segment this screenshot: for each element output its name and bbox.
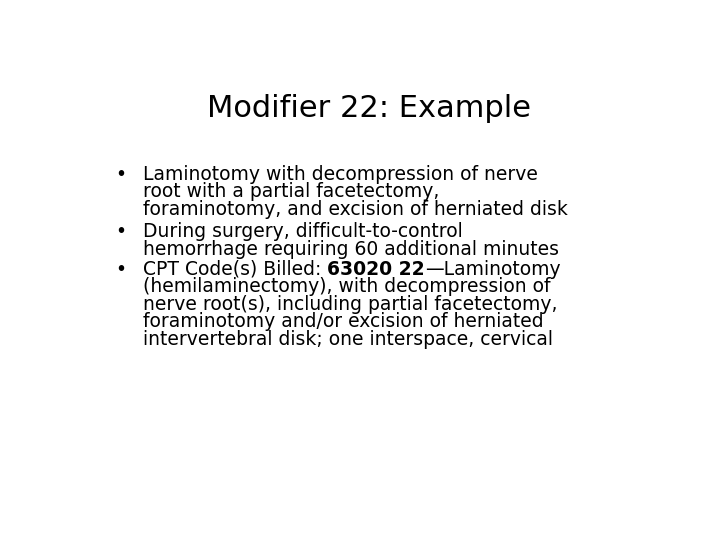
Text: hemorrhage requiring 60 additional minutes: hemorrhage requiring 60 additional minut… bbox=[143, 240, 559, 259]
Text: foraminotomy and/or excision of herniated: foraminotomy and/or excision of herniate… bbox=[143, 312, 544, 331]
Text: intervertebral disk; one interspace, cervical: intervertebral disk; one interspace, cer… bbox=[143, 329, 553, 349]
Text: Laminotomy with decompression of nerve: Laminotomy with decompression of nerve bbox=[143, 165, 538, 184]
Text: nerve root(s), including partial facetectomy,: nerve root(s), including partial facetec… bbox=[143, 295, 557, 314]
Text: 63020 22: 63020 22 bbox=[328, 260, 425, 279]
Text: Modifier 22: Example: Modifier 22: Example bbox=[207, 94, 531, 123]
Text: •: • bbox=[115, 260, 126, 279]
Text: During surgery, difficult-to-control: During surgery, difficult-to-control bbox=[143, 222, 463, 241]
Text: •: • bbox=[115, 165, 126, 184]
Text: •: • bbox=[115, 222, 126, 241]
Text: CPT Code(s) Billed:: CPT Code(s) Billed: bbox=[143, 260, 328, 279]
Text: —Laminotomy: —Laminotomy bbox=[425, 260, 561, 279]
Text: root with a partial facetectomy,: root with a partial facetectomy, bbox=[143, 182, 439, 201]
Text: (hemilaminectomy), with decompression of: (hemilaminectomy), with decompression of bbox=[143, 277, 551, 296]
Text: foraminotomy, and excision of herniated disk: foraminotomy, and excision of herniated … bbox=[143, 199, 568, 219]
